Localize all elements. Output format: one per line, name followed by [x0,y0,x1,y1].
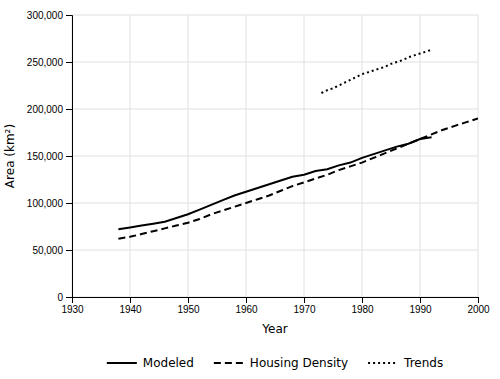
grid [72,15,478,297]
legend: Modeled Housing Density Trends [107,356,443,370]
tick-label: 300,000 [27,10,64,21]
tick: 100,000 [27,198,72,209]
y-axis: 0 50,000 100,000 150,000 200,000 250,000 300,0… [27,10,73,303]
series-line [118,137,431,229]
tick: 1970 [293,297,316,315]
legend-swatch [368,362,398,364]
tick: 50,000 [32,245,72,256]
axis-line [66,16,73,298]
tick: 150,000 [27,151,72,162]
tick-mark [66,15,72,16]
tick-mark [66,250,72,251]
chart: 1930 1940 1950 1960 1970 1980 1990 2000 0 50,000 1… [0,0,500,379]
tick-mark [66,62,72,63]
tick-label: 1960 [235,304,258,315]
tick-mark [130,297,131,303]
legend-item: Trends [368,356,443,370]
legend-swatch [214,362,244,364]
series-line [321,50,431,93]
tick-mark [304,297,305,303]
axis-line [73,298,479,304]
tick: 200,000 [27,104,72,115]
legend-label: Modeled [143,356,194,370]
tick-mark [66,297,72,298]
grid-line [72,156,478,157]
legend-label: Trends [403,356,443,370]
tick: 1960 [235,297,258,315]
tick-mark [66,156,72,157]
tick: 1940 [119,297,142,315]
grid-line [72,109,478,110]
series-line [118,118,478,238]
tick-mark [246,297,247,303]
tick: 2000 [467,297,490,315]
tick-mark [478,297,479,303]
legend-item: Modeled [107,356,194,370]
tick-label: 1930 [61,304,84,315]
tick-label: 1940 [119,304,142,315]
legend-label: Housing Density [250,356,348,370]
tick-label: 200,000 [27,104,64,115]
tick-label: 50,000 [32,245,63,256]
tick: 1990 [409,297,432,315]
tick: 1930 [61,297,84,315]
tick-label: 1950 [177,304,200,315]
grid-line [72,250,478,251]
tick-label: 250,000 [27,57,64,68]
grid-line [72,62,478,63]
tick-mark [188,297,189,303]
tick-label: 1970 [293,304,316,315]
x-axis: 1930 1940 1950 1960 1970 1980 1990 2000 [61,297,490,315]
tick-label: 100,000 [27,198,64,209]
tick: 0 [57,292,72,303]
tick-mark [66,109,72,110]
grid-line [72,15,478,16]
grid-line [72,203,478,204]
lines [118,50,478,239]
tick-mark [362,297,363,303]
tick-label: 2000 [467,304,490,315]
tick-label: 150,000 [27,151,64,162]
plot: 1930 1940 1950 1960 1970 1980 1990 2000 0 50,000 1… [3,10,490,336]
tick-label: 0 [57,292,63,303]
tick-label: 1990 [409,304,432,315]
x-axis-title: Year [261,322,287,336]
tick: 250,000 [27,57,72,68]
y-axis-title: Area (km²) [3,124,17,188]
tick: 1950 [177,297,200,315]
legend-swatch [107,362,137,364]
legend-item: Housing Density [214,356,348,370]
tick: 300,000 [27,10,72,21]
tick-label: 1980 [351,304,374,315]
tick-mark [420,297,421,303]
tick-mark [66,203,72,204]
tick: 1980 [351,297,374,315]
